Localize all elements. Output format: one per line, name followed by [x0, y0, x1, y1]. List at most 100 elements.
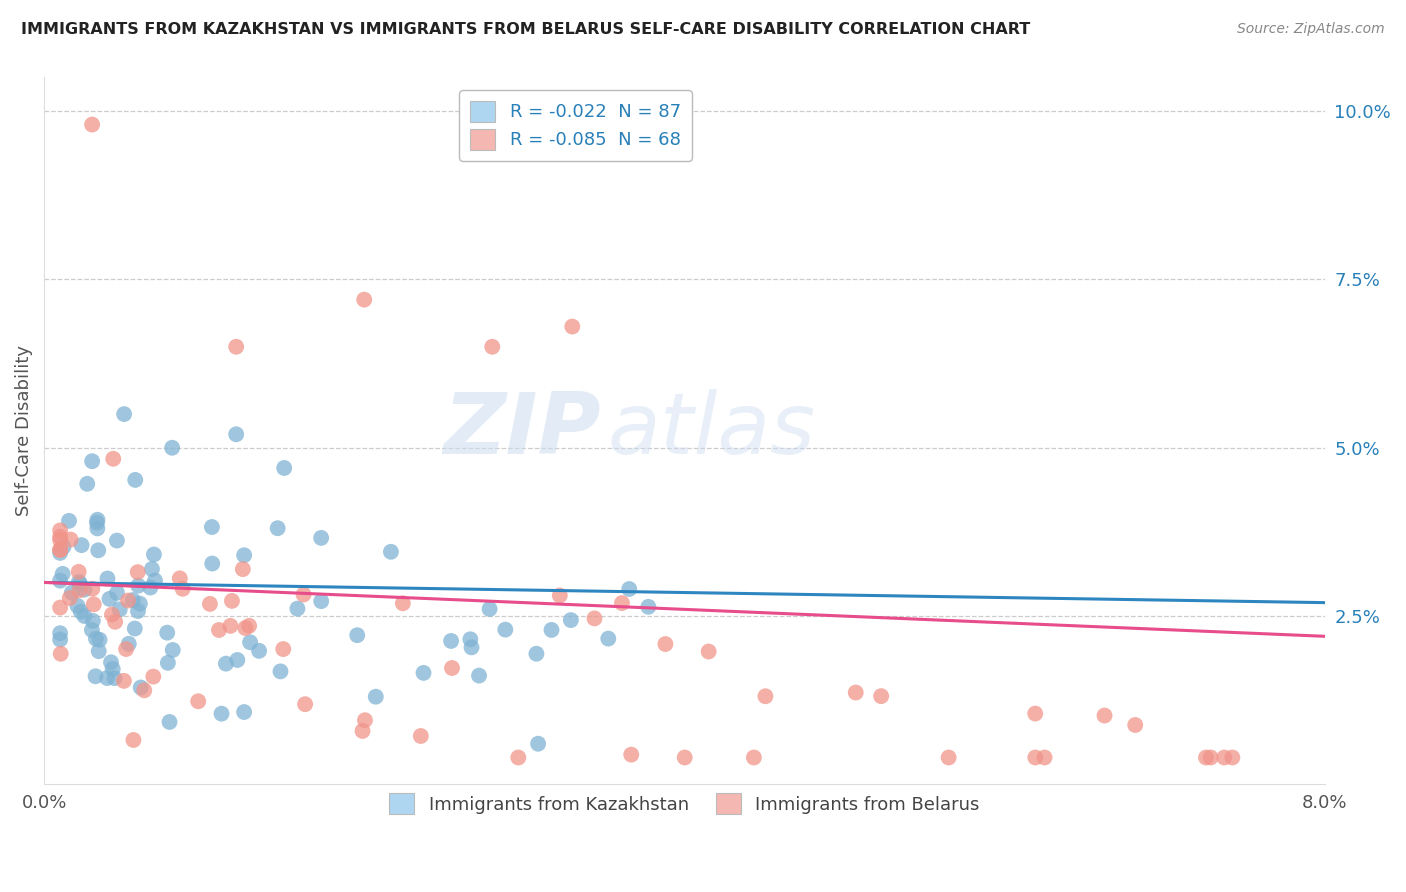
- Point: [526, 647, 548, 661]
- Point: [292, 587, 315, 601]
- Point: [96, 572, 118, 586]
- Point: [697, 644, 720, 658]
- Point: [159, 714, 181, 729]
- Point: [49, 542, 72, 557]
- Point: [127, 565, 149, 579]
- Point: [82, 118, 104, 132]
- Point: [364, 690, 387, 704]
- Point: [198, 597, 221, 611]
- Point: [619, 582, 641, 596]
- Point: [49, 546, 72, 560]
- Point: [98, 591, 121, 606]
- Point: [309, 531, 332, 545]
- Point: [440, 661, 463, 675]
- Point: [139, 581, 162, 595]
- Point: [52, 540, 75, 554]
- Point: [67, 565, 90, 579]
- Point: [84, 632, 107, 646]
- Point: [59, 533, 82, 547]
- Point: [117, 593, 139, 607]
- Point: [238, 619, 260, 633]
- Point: [598, 632, 620, 646]
- Point: [142, 670, 165, 684]
- Point: [103, 451, 125, 466]
- Point: [440, 634, 463, 648]
- Point: [108, 602, 131, 616]
- Point: [89, 632, 111, 647]
- Point: [412, 665, 434, 680]
- Point: [271, 642, 294, 657]
- Text: Source: ZipAtlas.com: Source: ZipAtlas.com: [1237, 22, 1385, 37]
- Point: [49, 533, 72, 547]
- Point: [129, 681, 152, 695]
- Point: [225, 427, 247, 442]
- Point: [481, 340, 503, 354]
- Point: [127, 579, 149, 593]
- Point: [49, 524, 72, 538]
- Point: [86, 513, 108, 527]
- Point: [187, 694, 209, 708]
- Point: [160, 441, 183, 455]
- Point: [1123, 718, 1146, 732]
- Point: [211, 706, 233, 721]
- Point: [239, 635, 262, 649]
- Point: [112, 673, 135, 688]
- Point: [172, 582, 194, 596]
- Point: [143, 574, 166, 588]
- Point: [620, 747, 643, 762]
- Text: IMMIGRANTS FROM KAZAKHSTAN VS IMMIGRANTS FROM BELARUS SELF-CARE DISABILITY CORRE: IMMIGRANTS FROM KAZAKHSTAN VS IMMIGRANTS…: [21, 22, 1031, 37]
- Point: [105, 533, 128, 548]
- Point: [561, 319, 583, 334]
- Point: [49, 626, 72, 640]
- Point: [127, 604, 149, 618]
- Point: [76, 476, 98, 491]
- Point: [118, 637, 141, 651]
- Point: [134, 683, 156, 698]
- Point: [845, 685, 868, 699]
- Point: [124, 622, 146, 636]
- Point: [1222, 750, 1244, 764]
- Point: [409, 729, 432, 743]
- Point: [754, 690, 776, 704]
- Point: [380, 545, 402, 559]
- Point: [82, 614, 104, 628]
- Point: [266, 521, 288, 535]
- Point: [82, 582, 104, 596]
- Point: [583, 611, 606, 625]
- Point: [219, 619, 242, 633]
- Point: [70, 538, 93, 552]
- Point: [232, 562, 254, 576]
- Point: [273, 461, 295, 475]
- Point: [287, 601, 309, 615]
- Point: [353, 293, 375, 307]
- Point: [69, 605, 91, 619]
- Point: [1213, 750, 1236, 764]
- Point: [58, 514, 80, 528]
- Point: [1024, 706, 1046, 721]
- Point: [101, 662, 124, 676]
- Text: atlas: atlas: [607, 390, 815, 473]
- Point: [560, 613, 582, 627]
- Point: [67, 574, 90, 589]
- Point: [354, 713, 377, 727]
- Point: [742, 750, 765, 764]
- Point: [938, 750, 960, 764]
- Point: [86, 516, 108, 530]
- Point: [309, 594, 332, 608]
- Point: [169, 571, 191, 585]
- Point: [49, 600, 72, 615]
- Point: [141, 562, 163, 576]
- Point: [124, 473, 146, 487]
- Point: [101, 607, 124, 622]
- Point: [226, 653, 249, 667]
- Point: [1195, 750, 1218, 764]
- Point: [225, 340, 247, 354]
- Point: [221, 594, 243, 608]
- Point: [870, 689, 893, 703]
- Point: [1094, 708, 1116, 723]
- Point: [128, 597, 150, 611]
- Point: [86, 521, 108, 535]
- Point: [82, 454, 104, 468]
- Point: [540, 623, 562, 637]
- Point: [59, 591, 82, 605]
